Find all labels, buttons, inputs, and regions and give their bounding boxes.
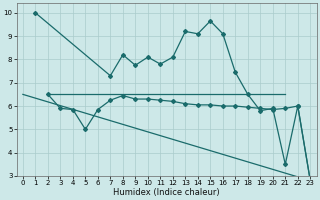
X-axis label: Humidex (Indice chaleur): Humidex (Indice chaleur) <box>113 188 220 197</box>
